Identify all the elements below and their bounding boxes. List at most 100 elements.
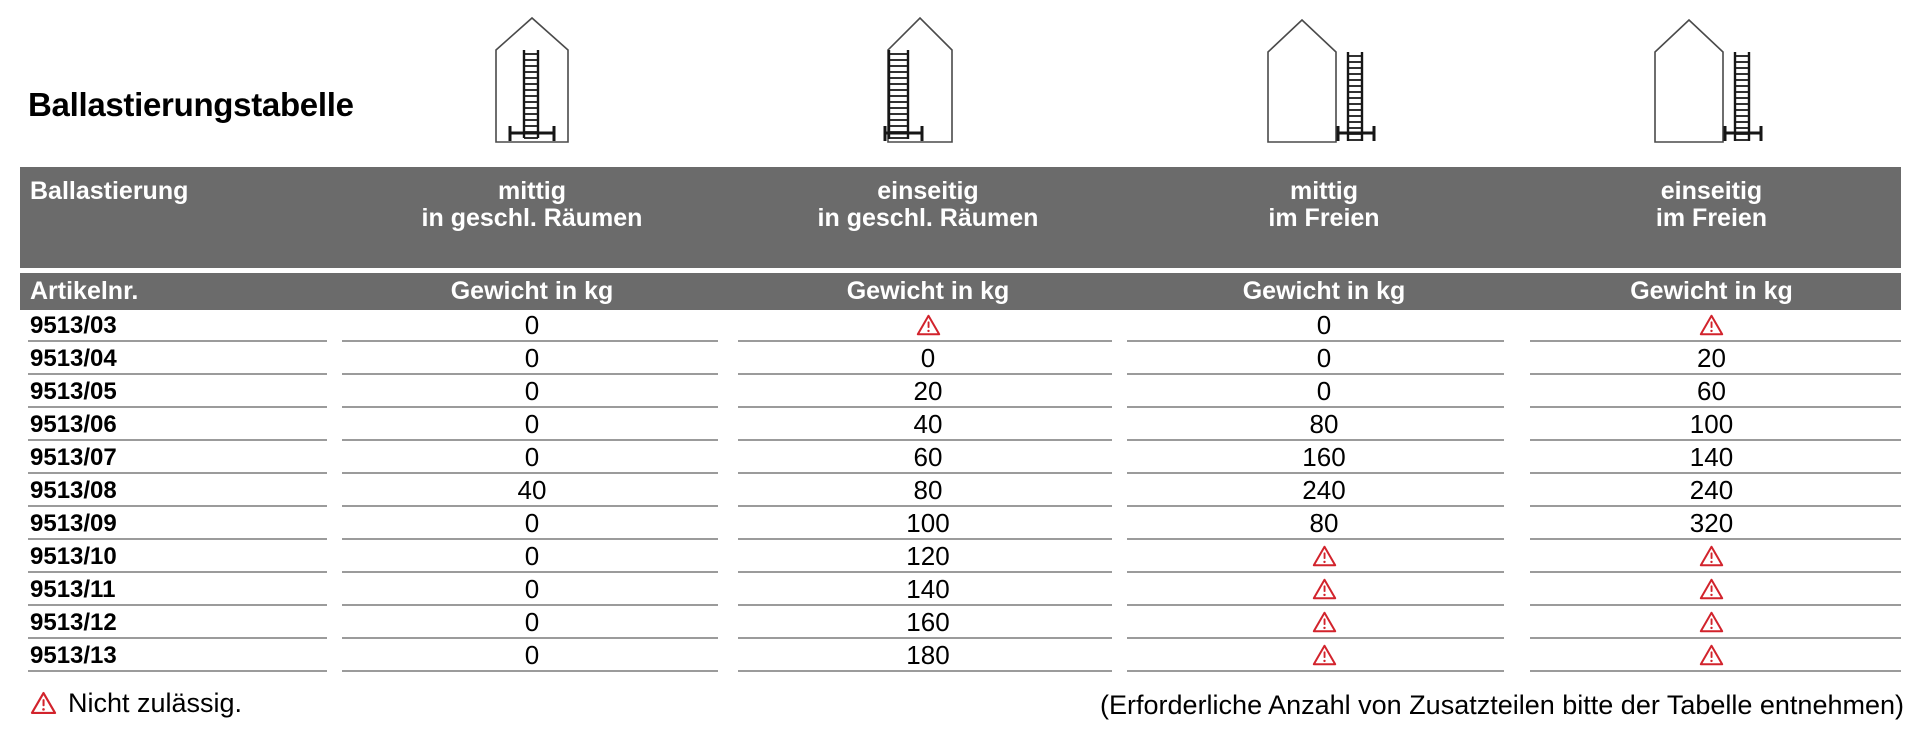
footnote-not-permitted-text: Nicht zulässig. <box>68 687 243 718</box>
header-line2: im Freien <box>1268 204 1380 232</box>
row-divider <box>738 637 1112 639</box>
ladder-rungs <box>1735 55 1749 141</box>
row-divider <box>1127 340 1504 342</box>
row-divider <box>28 670 327 672</box>
row-divider <box>342 472 718 474</box>
header-band-ballastierung: Ballastierung mittig in geschl. Räumen e… <box>20 167 1901 268</box>
weight-value-mittig-geschl: 0 <box>524 310 540 340</box>
stabilizer-bar <box>883 126 924 141</box>
weight-value-mittig-geschl: 0 <box>524 574 540 604</box>
row-divider <box>28 604 327 606</box>
row-divider <box>1127 439 1504 441</box>
weight-value-einseitig-geschl: 120 <box>906 541 950 571</box>
footnote-accessories: (Erforderliche Anzahl von Zusatzteilen b… <box>1100 690 1904 720</box>
header-weight-label: Gewicht in kg <box>1242 277 1406 305</box>
table-row: 9513/08 40 80 240 240 <box>20 475 1901 508</box>
weight-value-mittig-geschl: 0 <box>524 343 540 373</box>
header-weight-label: Gewicht in kg <box>450 277 614 305</box>
ladder-at-wall-indoor-icon <box>883 16 953 143</box>
table-row: 9513/12 0 160 <box>20 607 1901 640</box>
row-divider <box>738 373 1112 375</box>
row-divider <box>1530 439 1901 441</box>
row-divider <box>1127 538 1504 540</box>
weight-value-einseitig-freien <box>1522 310 1901 343</box>
row-divider <box>342 505 718 507</box>
header-ballastierung-label: Ballastierung <box>30 177 189 205</box>
row-divider <box>1530 604 1901 606</box>
weight-value-mittig-freien: 0 <box>1316 310 1332 340</box>
header-col-einseitig-freien: einseitig im Freien <box>1522 167 1901 268</box>
table-row: 9513/11 0 140 <box>20 574 1901 607</box>
warning-triangle-icon <box>30 691 57 715</box>
house-outline <box>887 16 953 143</box>
weight-value-mittig-geschl: 0 <box>524 409 540 439</box>
table-row: 9513/04 0 0 0 20 <box>20 343 1901 376</box>
article-number: 9513/12 <box>30 609 117 636</box>
header-line1: mittig <box>497 177 567 205</box>
row-divider <box>1530 538 1901 540</box>
row-divider <box>28 406 327 408</box>
weight-value-einseitig-freien: 320 <box>1689 508 1734 538</box>
house-outline <box>1654 18 1724 143</box>
weight-value-mittig-freien: 160 <box>1302 442 1346 472</box>
row-divider <box>1127 571 1504 573</box>
row-divider <box>28 538 327 540</box>
table-row: 9513/07 0 60 160 140 <box>20 442 1901 475</box>
article-number: 9513/11 <box>30 576 116 603</box>
row-divider <box>1127 604 1504 606</box>
ladder-outdoor-mittig-icon <box>1267 18 1376 143</box>
article-number: 9513/04 <box>30 345 117 372</box>
weight-value-mittig-geschl: 0 <box>524 541 540 571</box>
row-divider <box>342 538 718 540</box>
stabilizer-bar <box>508 126 556 141</box>
row-divider <box>342 670 718 672</box>
weight-value-einseitig-freien: 100 <box>1689 409 1734 439</box>
weight-value-mittig-geschl: 0 <box>524 376 540 406</box>
row-divider <box>738 505 1112 507</box>
not-permitted-warning-icon <box>1699 644 1724 665</box>
weight-value-einseitig-geschl: 140 <box>906 574 950 604</box>
article-number: 9513/10 <box>30 543 117 570</box>
row-divider <box>1127 505 1504 507</box>
weight-value-mittig-geschl: 0 <box>524 508 540 538</box>
not-permitted-warning-icon <box>1699 314 1724 335</box>
weight-value-mittig-geschl: 40 <box>517 475 547 505</box>
weight-value-einseitig-freien <box>1522 607 1901 640</box>
article-number: 9513/08 <box>30 477 117 504</box>
weight-value-einseitig-geschl: 80 <box>913 475 943 505</box>
header-col-einseitig-geschl: einseitig in geschl. Räumen <box>730 167 1126 268</box>
row-divider <box>1530 373 1901 375</box>
article-number: 9513/03 <box>30 312 117 339</box>
weight-value-einseitig-geschl <box>730 310 1126 343</box>
weight-value-mittig-freien: 80 <box>1309 409 1339 439</box>
weight-value-einseitig-freien: 20 <box>1697 343 1726 373</box>
article-number: 9513/09 <box>30 510 117 537</box>
weight-value-mittig-freien <box>1126 541 1522 574</box>
header-weight-label: Gewicht in kg <box>846 277 1010 305</box>
row-divider <box>1530 406 1901 408</box>
weight-value-einseitig-freien: 240 <box>1689 475 1734 505</box>
row-divider <box>342 340 718 342</box>
row-divider <box>738 604 1112 606</box>
weight-value-mittig-geschl: 0 <box>524 442 540 472</box>
weight-value-mittig-freien: 0 <box>1316 343 1332 373</box>
row-divider <box>28 571 327 573</box>
row-divider <box>1530 637 1901 639</box>
weight-value-einseitig-geschl: 0 <box>920 343 936 373</box>
row-divider <box>1530 472 1901 474</box>
ladder-rungs <box>889 53 908 139</box>
ladder-rungs <box>1348 55 1362 141</box>
not-permitted-warning-icon <box>916 314 940 335</box>
header-weight-label: Gewicht in kg <box>1630 277 1793 305</box>
article-number: 9513/05 <box>30 378 117 405</box>
weight-value-einseitig-geschl: 20 <box>913 376 943 406</box>
header-line2: in geschl. Räumen <box>817 204 1039 232</box>
not-permitted-warning-icon <box>1699 578 1724 599</box>
row-divider <box>1127 472 1504 474</box>
row-divider <box>738 406 1112 408</box>
row-divider <box>738 670 1112 672</box>
header-line1: mittig <box>1289 177 1359 205</box>
table-row: 9513/09 0 100 80 320 <box>20 508 1901 541</box>
table-row: 9513/10 0 120 <box>20 541 1901 574</box>
header-line2: im Freien <box>1655 204 1768 232</box>
